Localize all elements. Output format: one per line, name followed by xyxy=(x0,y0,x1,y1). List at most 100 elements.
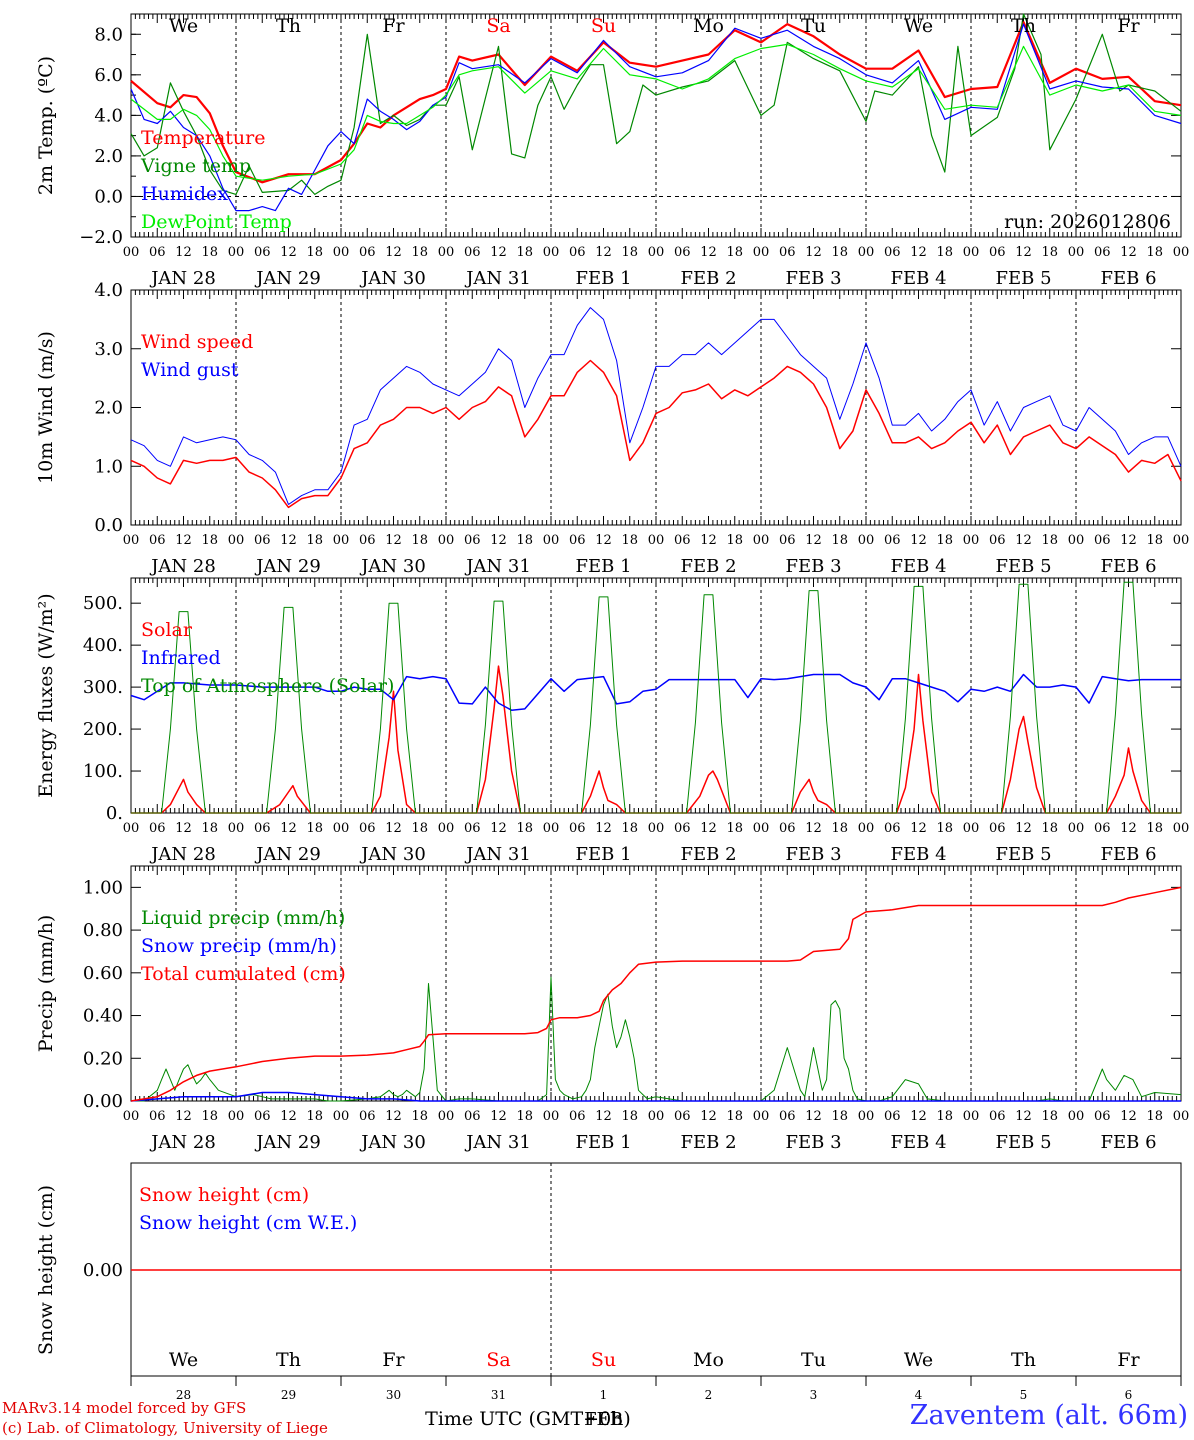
y-tick-label: 0.80 xyxy=(83,920,123,941)
date-label: FEB 3 xyxy=(785,1132,841,1153)
hour-tick-label: 06 xyxy=(569,821,586,836)
hour-tick-label: 06 xyxy=(674,1109,691,1124)
weekday-label-top: Tu xyxy=(801,15,826,37)
weekday-label: We xyxy=(904,1349,933,1371)
hour-tick-label: 12 xyxy=(490,821,507,836)
hour-tick-label: 00 xyxy=(1068,245,1085,260)
weekday-label: Tu xyxy=(801,1349,826,1371)
hour-tick-label: 12 xyxy=(595,1109,612,1124)
hour-tick-label: 12 xyxy=(805,533,822,548)
temperature-series-dewpoint-temp xyxy=(130,43,1182,181)
hour-tick-label: 00 xyxy=(333,533,350,548)
hour-tick-label: 06 xyxy=(779,533,796,548)
date-label: JAN 28 xyxy=(149,1132,216,1153)
date-label: FEB 2 xyxy=(680,844,736,865)
precip-series-total-cumulated-cm- xyxy=(130,886,1182,1102)
hour-tick-label: 00 xyxy=(438,533,455,548)
temperature-series-vigne-temp xyxy=(130,13,1182,195)
weekday-label: Sa xyxy=(486,1349,510,1371)
hour-tick-label: 12 xyxy=(490,533,507,548)
hour-tick-label: 00 xyxy=(543,245,560,260)
date-label: FEB 1 xyxy=(575,844,631,865)
day-number-label: 5 xyxy=(1020,1388,1028,1402)
hour-tick-label: 18 xyxy=(831,1109,848,1124)
day-number-label: 2 xyxy=(705,1388,713,1402)
hour-tick-label: 18 xyxy=(516,245,533,260)
wind-series-wind-speed xyxy=(130,359,1182,509)
hour-tick-label: 12 xyxy=(700,533,717,548)
hour-tick-label: 12 xyxy=(385,245,402,260)
legend-entry: Top of Atmosphere (Solar) xyxy=(141,675,394,697)
date-label: FEB 3 xyxy=(785,556,841,577)
hour-tick-label: 12 xyxy=(490,245,507,260)
energy-series-infrared xyxy=(130,673,1181,711)
y-tick-label: 4.0 xyxy=(94,105,123,126)
hour-tick-label: 00 xyxy=(858,533,875,548)
hour-tick-label: 18 xyxy=(1041,1109,1058,1124)
hour-tick-label: 12 xyxy=(280,533,297,548)
hour-tick-label: 06 xyxy=(989,245,1006,260)
hour-tick-label: 18 xyxy=(621,533,638,548)
hour-tick-label: 00 xyxy=(1068,533,1085,548)
hour-tick-label: 18 xyxy=(1041,533,1058,548)
hour-tick-label: 06 xyxy=(569,1109,586,1124)
hour-tick-label: 00 xyxy=(438,1109,455,1124)
date-label: FEB 3 xyxy=(785,844,841,865)
hour-tick-label: 12 xyxy=(700,821,717,836)
hour-tick-label: 18 xyxy=(411,533,428,548)
hour-tick-label: 06 xyxy=(149,1109,166,1124)
hour-tick-label: 06 xyxy=(779,821,796,836)
hour-tick-label: 12 xyxy=(910,1109,927,1124)
x-axis-title: Time UTC (GMT+0h) xyxy=(425,1408,631,1430)
hour-tick-label: 00 xyxy=(648,533,665,548)
hour-tick-label: 12 xyxy=(1120,245,1137,260)
month-label-bottom: FEB xyxy=(584,1409,623,1430)
legend-entry: Infrared xyxy=(141,647,221,669)
precip-panel: 00 06 12 18 00 06 12 18 00 06 12 18 00 06 12 18 00 06 12 18… xyxy=(35,865,1189,1153)
hour-tick-label: 00 xyxy=(333,821,350,836)
date-label: JAN 31 xyxy=(464,268,531,289)
energy-y-axis-label: Energy fluxes (W/m²) xyxy=(35,593,57,797)
y-tick-label: 100. xyxy=(83,761,123,782)
date-label: FEB 4 xyxy=(890,556,946,577)
hour-tick-label: 06 xyxy=(569,245,586,260)
date-label: FEB 2 xyxy=(680,268,736,289)
date-label: JAN 31 xyxy=(464,1132,531,1153)
date-label: JAN 31 xyxy=(464,556,531,577)
weekday-label-top: Mo xyxy=(693,15,724,37)
hour-tick-label: 06 xyxy=(464,245,481,260)
legend-entry: Snow height (cm W.E.) xyxy=(139,1212,357,1234)
y-tick-label: 0.0 xyxy=(94,515,123,536)
y-tick-label: 0.60 xyxy=(83,963,123,984)
legend-entry: Total cumulated (cm) xyxy=(141,963,346,985)
date-label: FEB 1 xyxy=(575,556,631,577)
hour-tick-label: 18 xyxy=(1146,1109,1163,1124)
weekday-label-top: Sa xyxy=(486,15,510,37)
date-label: JAN 28 xyxy=(149,268,216,289)
date-label: JAN 28 xyxy=(149,556,216,577)
hour-tick-label: 12 xyxy=(805,1109,822,1124)
snow-panel: We 28 Th 29 Fr 30 Sa 31 Su 1 Mo 2 Tu 3 We 4 Th 5 Fr 6 FEBTim… xyxy=(35,1162,1182,1430)
hour-tick-label: 06 xyxy=(359,245,376,260)
hour-tick-label: 18 xyxy=(516,533,533,548)
hour-tick-label: 00 xyxy=(963,821,980,836)
legend-entry: Snow precip (mm/h) xyxy=(141,935,337,957)
hour-tick-label: 00 xyxy=(333,1109,350,1124)
legend-entry: Liquid precip (mm/h) xyxy=(141,907,345,929)
hour-tick-label: 18 xyxy=(1146,533,1163,548)
date-label: FEB 4 xyxy=(890,1132,946,1153)
hour-tick-label: 00 xyxy=(543,821,560,836)
y-tick-label: 200. xyxy=(83,719,123,740)
weekday-label-top: Th xyxy=(1011,15,1036,37)
day-number-label: 6 xyxy=(1125,1388,1133,1402)
hour-tick-label: 12 xyxy=(490,1109,507,1124)
hour-tick-label: 12 xyxy=(175,533,192,548)
hour-tick-label: 12 xyxy=(175,821,192,836)
precip-series-liquid-precip-mm-h- xyxy=(131,976,1182,1102)
energy-panel: 00 06 12 18 00 06 12 18 00 06 12 18 00 06 12 18 00 06 12 18… xyxy=(35,577,1189,865)
weekday-label: We xyxy=(169,1349,198,1371)
hour-tick-label: 18 xyxy=(726,533,743,548)
hour-tick-label: 06 xyxy=(254,245,271,260)
hour-tick-label: 12 xyxy=(805,821,822,836)
